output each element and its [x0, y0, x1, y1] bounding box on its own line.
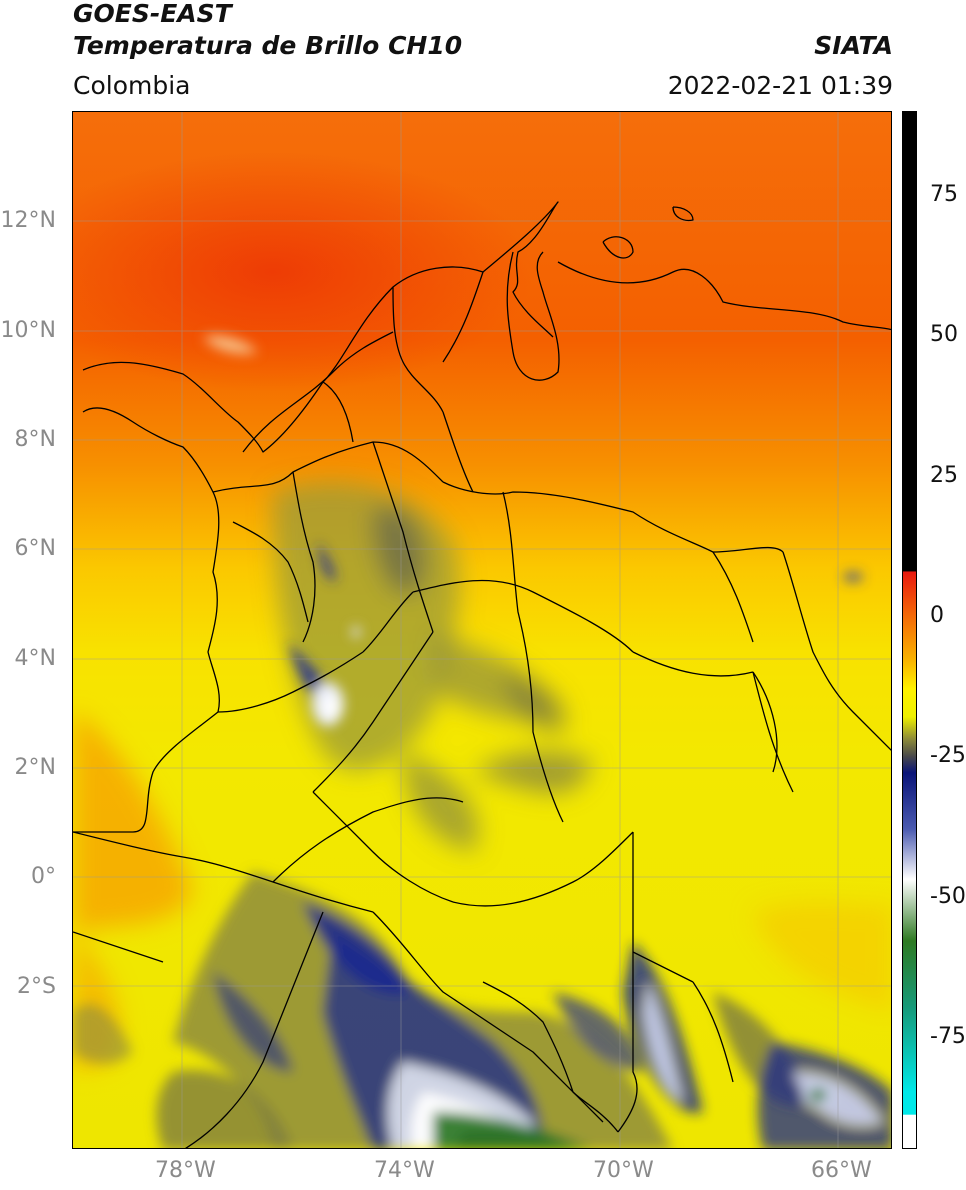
satellite-title: GOES-EAST [73, 0, 232, 28]
colorbar-tick-label: -75 [930, 1023, 966, 1049]
borders [73, 201, 891, 1148]
colorbar-tick-label: -50 [930, 883, 966, 909]
y-tick-label: 4°N [14, 646, 56, 671]
warm-core [73, 152, 533, 392]
isolated-cells [203, 335, 863, 726]
datetime-label: 2022-02-21 01:39 [667, 71, 893, 100]
agency-label: SIATA [814, 31, 893, 60]
y-tick-label: 0° [31, 864, 56, 889]
y-tick-label: 6°N [14, 536, 56, 561]
y-tick-label: 2°S [17, 974, 56, 999]
y-tick-label: 10°N [0, 318, 56, 343]
deep-convection [73, 872, 891, 1148]
x-tick-label: 78°W [155, 1158, 216, 1183]
region-label: Colombia [73, 71, 191, 100]
y-tick-label: 2°N [14, 755, 56, 780]
colorbar-tick-label: 25 [930, 462, 958, 488]
brightness-temperature-map [73, 112, 891, 1148]
colorbar-tick-label: 50 [930, 322, 958, 348]
colorbar-tick-label: 0 [930, 602, 944, 628]
colorbar-tick-label: -25 [930, 743, 966, 769]
colorbar [902, 111, 917, 1149]
map-frame[interactable] [72, 111, 892, 1149]
y-tick-label: 12°N [0, 208, 56, 233]
product-title: Temperatura de Brillo CH10 [73, 31, 463, 60]
colorbar-tick-label: 75 [930, 182, 958, 208]
x-tick-label: 70°W [593, 1158, 654, 1183]
x-tick-label: 74°W [374, 1158, 435, 1183]
gridlines [73, 112, 891, 1148]
y-tick-label: 8°N [14, 427, 56, 452]
x-tick-label: 66°W [811, 1158, 872, 1183]
